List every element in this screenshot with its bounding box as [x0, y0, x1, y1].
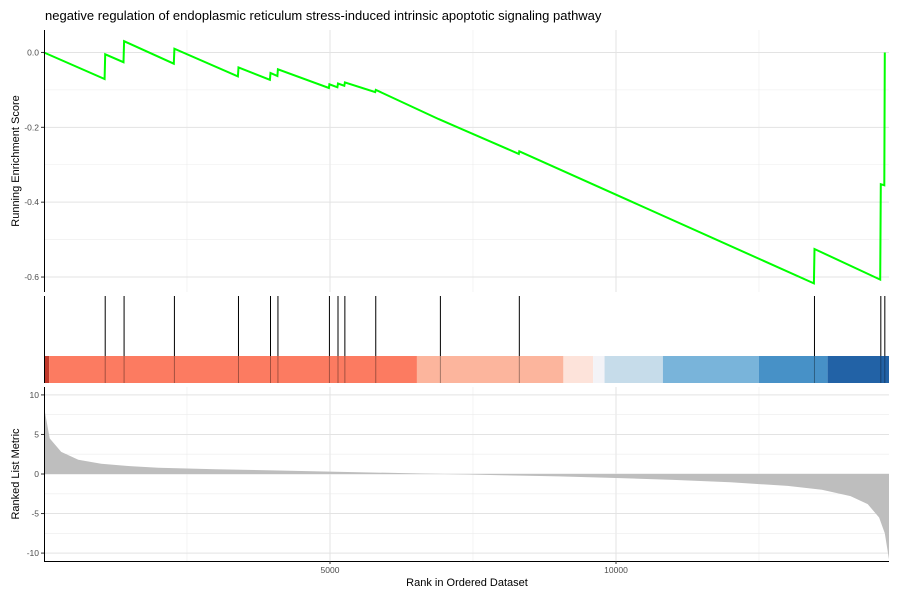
axes — [44, 30, 889, 562]
running-enrichment-line — [43, 39, 886, 285]
enrichment-panel — [43, 39, 886, 285]
enrichment-y-axis-label: Running Enrichment Score — [10, 95, 22, 226]
ranked-y-tick-label: 0 — [34, 469, 39, 479]
chart-title: negative regulation of endoplasmic retic… — [45, 8, 602, 23]
tick-labels: 0.0 -0.2 -0.4 -0.6 10 5 0 -5 -10 5000 10000 — [24, 47, 628, 575]
color-bar-segment — [49, 356, 417, 383]
ranked-y-tick-label: 10 — [30, 390, 40, 400]
color-bar-segment — [662, 356, 759, 383]
x-tick-label: 10000 — [604, 565, 628, 575]
color-bar-segment — [604, 356, 663, 383]
enrichment-panel-grid — [44, 30, 889, 292]
enrichment-y-tick-label: -0.4 — [24, 197, 39, 207]
color-bar-segment — [758, 356, 828, 383]
ranked-color-bar — [44, 356, 889, 383]
color-bar-segment — [44, 356, 50, 383]
x-tick-label: 5000 — [321, 565, 340, 575]
enrichment-y-tick-label: -0.6 — [24, 272, 39, 282]
x-axis-label: Rank in Ordered Dataset — [406, 577, 528, 589]
ranked-metric-area — [44, 406, 889, 560]
color-bar-segment — [827, 356, 889, 383]
ranked-y-tick-label: -5 — [31, 509, 39, 519]
color-bar-segment — [593, 356, 605, 383]
enrichment-y-tick-label: 0.0 — [27, 47, 39, 57]
ranked-metric-panel — [44, 406, 889, 560]
ranked-y-axis-label: Ranked List Metric — [10, 428, 22, 520]
ranked-y-tick-label: -10 — [27, 548, 40, 558]
enrichment-y-tick-label: -0.2 — [24, 122, 39, 132]
color-bar-segment — [416, 356, 564, 383]
ranked-y-tick-label: 5 — [34, 429, 39, 439]
color-bar-segment — [563, 356, 594, 383]
